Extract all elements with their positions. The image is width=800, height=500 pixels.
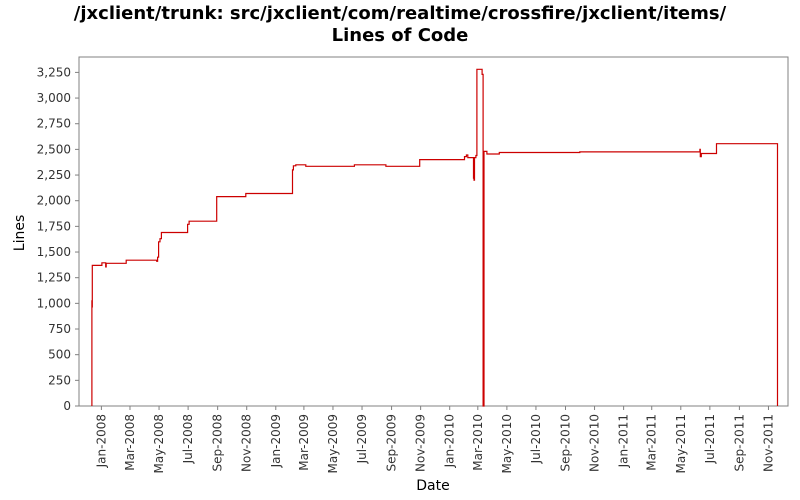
x-tick-label: Jul-2008: [181, 414, 195, 464]
x-tick-label: Mar-2008: [123, 414, 137, 471]
y-axis: 0 250 500 750 1,000 1,250 1,500 1,750 2,000 2,250…: [37, 65, 79, 413]
x-tick-label: Sep-2010: [558, 414, 572, 472]
y-tick-label: 0: [63, 399, 71, 413]
x-tick-label: Jan-2009: [269, 414, 283, 468]
x-tick-label: Nov-2008: [240, 414, 254, 472]
x-axis: Jan-2008 Mar-2008 May-2008 Jul-2008 Sep-2008…: [94, 406, 775, 473]
x-tick-label: Jul-2010: [529, 414, 543, 464]
chart-title: /jxclient/trunk: src/jxclient/com/realti…: [73, 3, 727, 24]
y-tick-label: 250: [48, 373, 71, 387]
y-tick-label: 1,250: [37, 271, 71, 285]
x-axis-label: Date: [416, 478, 449, 494]
x-tick-label: Jan-2008: [94, 414, 108, 468]
y-axis-label: Lines: [12, 215, 28, 251]
x-tick-label: May-2009: [326, 414, 340, 473]
x-tick-label: Sep-2011: [732, 414, 746, 472]
y-tick-label: 2,500: [37, 142, 71, 156]
plot-border: [78, 56, 789, 407]
series-layer: [91, 68, 779, 407]
plot-area: [78, 56, 789, 407]
y-tick-label: 1,000: [37, 296, 71, 310]
x-tick-label: Mar-2010: [471, 414, 485, 471]
y-tick-label: 3,000: [37, 91, 71, 105]
x-tick-label: Jan-2010: [443, 414, 457, 468]
x-tick-label: Sep-2008: [211, 414, 225, 472]
x-tick-label: May-2008: [152, 414, 166, 473]
y-tick-label: 2,750: [37, 117, 71, 131]
x-tick-label: Nov-2009: [414, 414, 428, 472]
x-tick-label: Nov-2011: [761, 414, 775, 472]
y-tick-label: 2,250: [37, 168, 71, 182]
x-tick-label: Mar-2009: [297, 414, 311, 471]
lines-series-line: [91, 68, 779, 407]
y-tick-label: 1,750: [37, 219, 71, 233]
x-tick-label: Mar-2011: [645, 414, 659, 471]
y-tick-label: 1,500: [37, 245, 71, 259]
x-tick-label: Nov-2010: [588, 414, 602, 472]
x-tick-label: May-2010: [500, 414, 514, 473]
x-tick-label: Sep-2009: [385, 414, 399, 472]
x-tick-label: May-2011: [674, 414, 688, 473]
y-tick-label: 500: [48, 348, 71, 362]
chart-subtitle: Lines of Code: [331, 25, 469, 46]
x-tick-label: Jul-2009: [355, 414, 369, 464]
y-tick-label: 2,000: [37, 194, 71, 208]
y-tick-label: 3,250: [37, 65, 71, 79]
x-tick-label: Jan-2011: [617, 414, 631, 468]
y-tick-label: 750: [48, 322, 71, 336]
x-tick-label: Jul-2011: [703, 414, 717, 464]
